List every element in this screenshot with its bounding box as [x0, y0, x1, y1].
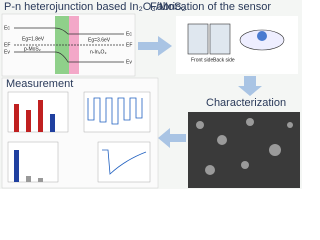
- sensor-front: [187, 23, 209, 55]
- sem-image: [188, 112, 300, 188]
- gap-label: Eg=3.6eV: [88, 37, 111, 43]
- title: P-n heterojunction based In₂O₃/MoS₂: [4, 1, 186, 13]
- level-label: EF: [126, 42, 132, 48]
- measurement-title: Measurement: [6, 78, 73, 90]
- arrow-down: [238, 76, 262, 96]
- level-label: Ec: [126, 31, 132, 37]
- valence-band: [14, 51, 124, 63]
- sem-grains: [196, 118, 293, 175]
- band-lines: [14, 27, 124, 63]
- fabrication-title: Fabrication of the sensor: [150, 1, 271, 13]
- gap-label: Eg=1.8eV: [22, 36, 45, 42]
- material-label: p-MoS₂: [24, 46, 41, 52]
- level-label: Ev: [126, 59, 132, 65]
- conduction-band: [14, 27, 124, 35]
- level-label: Ev: [4, 49, 10, 55]
- sensor-back: [209, 23, 231, 55]
- mini-recovery-chart: [97, 141, 151, 183]
- sensor-element: [257, 31, 267, 41]
- back-label: Back side: [213, 57, 235, 63]
- material-label: n-In₂O₃: [90, 49, 106, 55]
- mini-response-chart: [83, 91, 151, 133]
- level-label: EF: [4, 42, 10, 48]
- front-label: Front side: [191, 57, 213, 63]
- graphical-abstract: Ec EF Ev Ec EF Ev Eg=1.8eV Eg=3.6eV p-Mo…: [0, 0, 302, 189]
- arrow-left: [158, 128, 186, 148]
- characterization-title: Characterization: [206, 97, 286, 109]
- mini-bar-chart: [7, 91, 69, 133]
- mini-bar-chart-2: [7, 141, 59, 183]
- arrow-right: [138, 36, 172, 56]
- level-label: Ec: [4, 25, 10, 31]
